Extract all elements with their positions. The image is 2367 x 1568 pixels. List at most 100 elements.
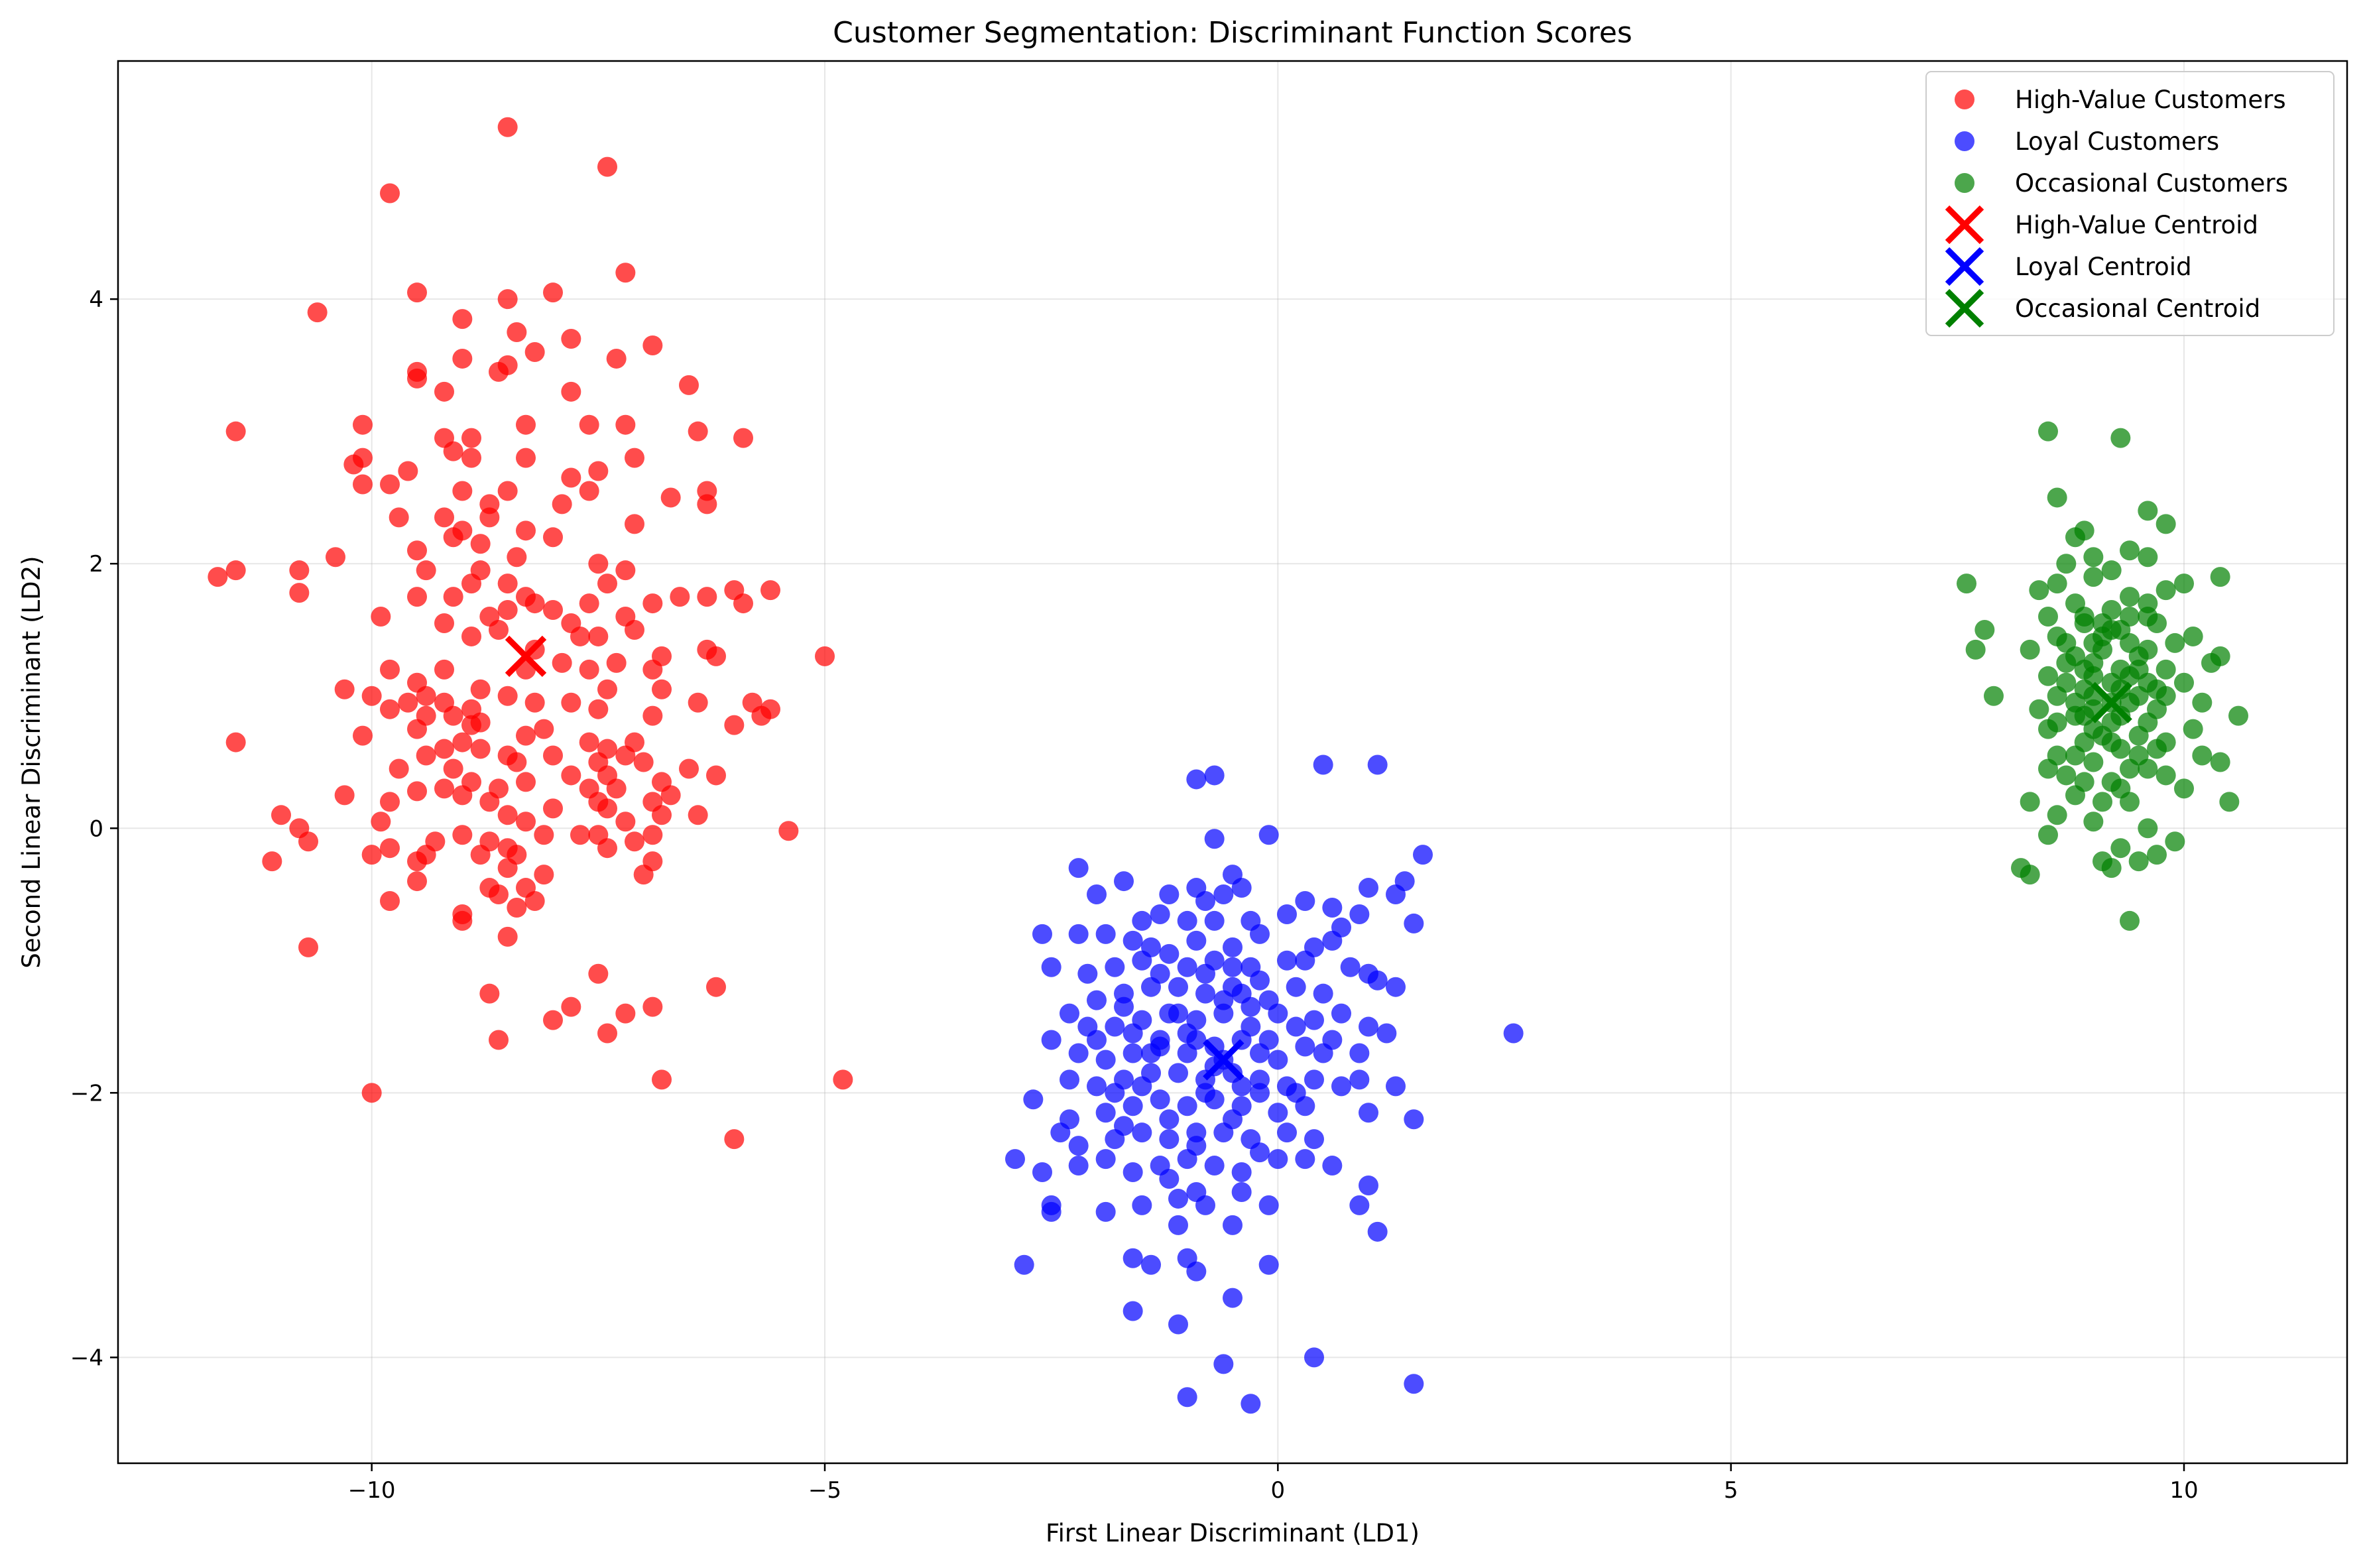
data-point bbox=[461, 573, 481, 594]
data-point bbox=[2138, 712, 2158, 733]
data-point bbox=[1250, 1142, 1270, 1163]
data-point bbox=[2155, 580, 2176, 601]
legend-marker bbox=[1945, 205, 1984, 245]
data-point bbox=[1105, 1083, 1125, 1103]
data-point bbox=[1331, 1003, 1351, 1024]
data-point bbox=[1359, 1103, 1378, 1123]
data-point bbox=[1204, 910, 1225, 931]
data-point bbox=[1286, 1083, 1306, 1103]
data-point bbox=[516, 448, 536, 468]
data-point bbox=[1241, 1016, 1261, 1037]
legend-marker bbox=[1955, 90, 1974, 109]
data-point bbox=[1041, 1201, 1062, 1222]
data-point bbox=[733, 428, 753, 448]
x-tick-label: 10 bbox=[2169, 1477, 2198, 1504]
data-point bbox=[407, 851, 427, 872]
data-point bbox=[688, 805, 708, 825]
data-point bbox=[1123, 930, 1143, 951]
data-point bbox=[434, 507, 454, 528]
data-point bbox=[1150, 904, 1170, 924]
data-point bbox=[706, 765, 726, 786]
data-point bbox=[1123, 1096, 1143, 1116]
data-point bbox=[625, 448, 644, 468]
data-point bbox=[1304, 1069, 1324, 1090]
data-point bbox=[597, 573, 617, 594]
data-point bbox=[642, 705, 663, 726]
data-point bbox=[2101, 732, 2122, 753]
data-point bbox=[461, 626, 481, 646]
data-point bbox=[1132, 950, 1152, 971]
data-point bbox=[452, 785, 473, 806]
data-point bbox=[1340, 957, 1361, 977]
data-point bbox=[407, 540, 427, 561]
data-point bbox=[1095, 1201, 1116, 1222]
data-point bbox=[416, 560, 436, 581]
data-point bbox=[679, 758, 699, 779]
data-point bbox=[407, 871, 427, 892]
data-point bbox=[652, 679, 672, 699]
data-point bbox=[1286, 977, 1306, 997]
legend-marker bbox=[1955, 131, 1974, 151]
data-point bbox=[2155, 659, 2176, 680]
data-point bbox=[2165, 831, 2185, 852]
data-point bbox=[615, 414, 636, 435]
data-point bbox=[1258, 1195, 1279, 1215]
data-point bbox=[343, 454, 364, 475]
data-point bbox=[597, 798, 617, 819]
data-point bbox=[778, 821, 799, 841]
data-point bbox=[452, 481, 473, 501]
data-point bbox=[2120, 758, 2140, 779]
data-point bbox=[380, 183, 400, 204]
data-point bbox=[289, 560, 310, 581]
data-point bbox=[2029, 699, 2049, 719]
data-point bbox=[1359, 878, 1378, 898]
data-point bbox=[2128, 686, 2149, 706]
data-point bbox=[443, 758, 463, 779]
data-point bbox=[434, 381, 454, 402]
data-point bbox=[579, 593, 599, 614]
data-point bbox=[497, 805, 518, 825]
data-point bbox=[570, 626, 590, 646]
data-point bbox=[1114, 871, 1134, 892]
data-point bbox=[1250, 970, 1270, 991]
data-point bbox=[361, 1083, 382, 1103]
legend-label: High-Value Centroid bbox=[2015, 211, 2258, 239]
data-point bbox=[361, 845, 382, 865]
data-point bbox=[1295, 1149, 1315, 1170]
data-point bbox=[697, 481, 717, 501]
data-point bbox=[579, 659, 599, 680]
data-point bbox=[416, 686, 436, 706]
data-point bbox=[1068, 1156, 1089, 1176]
data-point bbox=[461, 448, 481, 468]
data-point bbox=[561, 765, 581, 786]
data-point bbox=[2174, 778, 2194, 799]
data-point bbox=[2083, 633, 2104, 653]
data-point bbox=[2138, 547, 2158, 568]
data-point bbox=[2120, 910, 2140, 931]
data-point bbox=[479, 983, 500, 1004]
data-point bbox=[642, 593, 663, 614]
x-axis-label: First Linear Discriminant (LD1) bbox=[1046, 1519, 1420, 1547]
data-point bbox=[353, 474, 373, 495]
data-point bbox=[1159, 884, 1180, 905]
data-point bbox=[1386, 884, 1406, 905]
data-point bbox=[543, 282, 563, 303]
axis-ticks: −10 −5 0 5 10 −4 −2 0 2 4 bbox=[70, 286, 2199, 1504]
data-point bbox=[497, 686, 518, 706]
data-point bbox=[1168, 1188, 1188, 1209]
data-point bbox=[1349, 1069, 1370, 1090]
data-point bbox=[2065, 745, 2085, 766]
data-point bbox=[1168, 977, 1188, 997]
data-point bbox=[1277, 950, 1297, 971]
data-point bbox=[2155, 686, 2176, 706]
data-point bbox=[688, 421, 708, 442]
data-point bbox=[2029, 580, 2049, 601]
legend-marker bbox=[1945, 288, 1984, 328]
data-point bbox=[289, 583, 310, 603]
data-point bbox=[2147, 845, 2167, 865]
data-point bbox=[1213, 990, 1234, 1010]
data-point bbox=[2120, 666, 2140, 686]
data-point bbox=[679, 375, 699, 395]
data-point bbox=[2228, 705, 2248, 726]
data-point bbox=[380, 838, 400, 859]
